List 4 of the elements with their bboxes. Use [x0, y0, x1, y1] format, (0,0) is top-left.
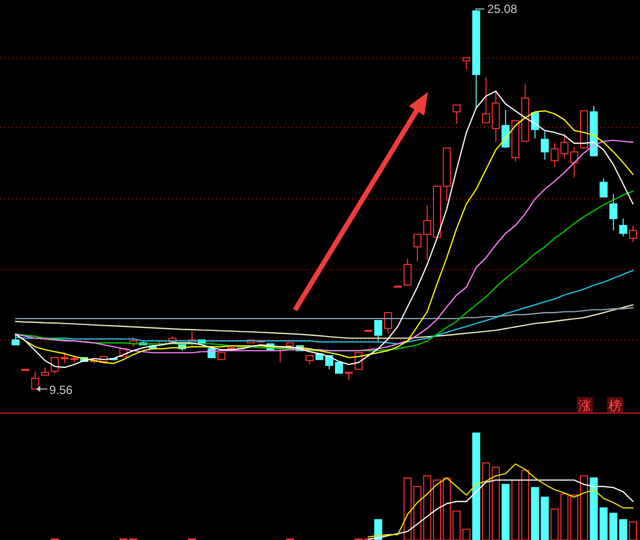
- annotation: 25.08: [487, 2, 518, 16]
- text: 榜: [608, 399, 622, 414]
- text: 涨: [578, 399, 592, 414]
- annotation: 9.56: [49, 383, 73, 397]
